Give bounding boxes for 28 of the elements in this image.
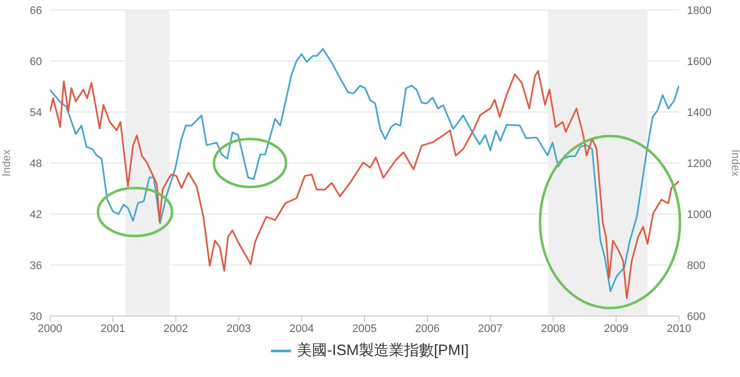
y-tick-label: 36 xyxy=(30,260,42,272)
x-tick-label: 2002 xyxy=(164,322,188,335)
x-tick-label: 2003 xyxy=(226,322,251,335)
y2-tick-label: 1200 xyxy=(687,158,712,170)
y-tick-label: 48 xyxy=(30,158,42,170)
y-axis-title: Index xyxy=(1,149,13,176)
y-tick-label: 60 xyxy=(30,56,42,68)
x-tick-label: 2006 xyxy=(415,322,440,335)
y-tick-label: 66 xyxy=(30,4,42,17)
y2-tick-label: 1400 xyxy=(687,106,712,119)
x-tick-label: 2008 xyxy=(540,322,566,335)
x-tick-label: 2000 xyxy=(38,322,62,335)
x-tick-label: 2005 xyxy=(352,322,377,335)
y2-axis-title: Index xyxy=(729,150,740,177)
y2-tick-label: 600 xyxy=(687,310,706,323)
y2-tick-label: 800 xyxy=(687,260,706,272)
legend-label: 美國-ISM製造業指數[PMI] xyxy=(297,341,469,360)
y-tick-label: 54 xyxy=(30,106,42,119)
y2-tick-label: 1600 xyxy=(687,56,712,68)
y-tick-label: 42 xyxy=(30,208,42,221)
x-tick-label: 2007 xyxy=(478,322,503,335)
x-tick-label: 2001 xyxy=(100,322,126,335)
x-tick-label: 2009 xyxy=(604,322,628,335)
y2-tick-label: 1000 xyxy=(687,208,712,221)
y2-tick-label: 1800 xyxy=(687,4,712,17)
x-tick-label: 2004 xyxy=(289,322,314,335)
x-tick-label: 2010 xyxy=(666,322,692,335)
y-tick-label: 30 xyxy=(30,310,42,323)
